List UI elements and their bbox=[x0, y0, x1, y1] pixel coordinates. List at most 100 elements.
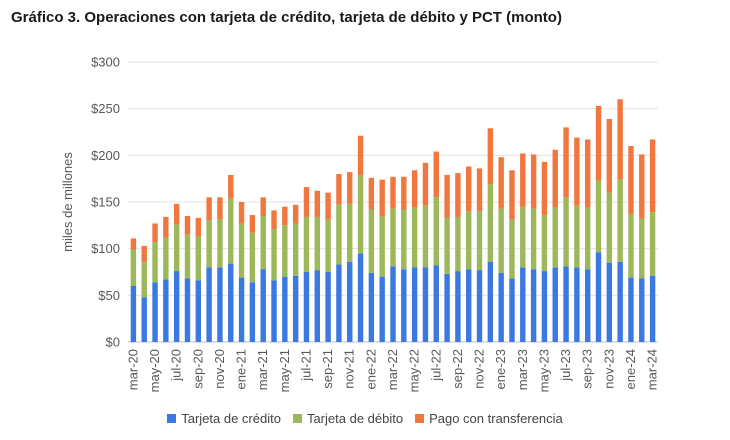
bar-debito bbox=[303, 216, 310, 272]
bar-debito bbox=[163, 237, 169, 280]
legend-swatch-debito bbox=[292, 414, 302, 423]
bar-transferencia bbox=[541, 161, 548, 216]
bar-debito bbox=[520, 206, 526, 268]
bar-credito bbox=[487, 261, 494, 342]
bar-credito bbox=[303, 272, 310, 342]
bar-credito bbox=[455, 271, 461, 342]
legend-item-transferencia: Pago con transferencia bbox=[415, 411, 563, 426]
bar-debito bbox=[173, 224, 180, 272]
legend: Tarjeta de crédito Tarjeta de débito Pag… bbox=[0, 411, 730, 426]
bar-debito bbox=[141, 261, 147, 298]
x-tick-label: sep-22 bbox=[450, 349, 465, 389]
y-tick-label: $0 bbox=[106, 335, 120, 350]
x-tick-label: nov-21 bbox=[342, 349, 357, 389]
bar-debito bbox=[649, 212, 656, 276]
bar-debito bbox=[314, 216, 320, 271]
bar-credito bbox=[584, 269, 591, 342]
bar-debito bbox=[336, 204, 342, 265]
bar-debito bbox=[217, 219, 223, 268]
bar-debito bbox=[228, 198, 234, 264]
bar-transferencia bbox=[563, 127, 569, 198]
bar-debito bbox=[260, 216, 266, 270]
bar-transferencia bbox=[249, 215, 256, 233]
bar-transferencia bbox=[455, 173, 461, 217]
bar-debito bbox=[552, 207, 558, 268]
bar-credito bbox=[130, 286, 137, 342]
legend-item-credito: Tarjeta de crédito bbox=[167, 411, 281, 426]
bar-debito bbox=[509, 219, 515, 279]
bar-credito bbox=[314, 270, 320, 342]
bar-debito bbox=[292, 223, 299, 276]
bar-transferencia bbox=[184, 216, 191, 235]
bar-credito bbox=[173, 271, 180, 342]
bar-transferencia bbox=[238, 202, 245, 224]
bar-credito bbox=[617, 261, 623, 342]
bar-transferencia bbox=[195, 217, 202, 237]
bar-transferencia bbox=[639, 154, 645, 219]
bar-credito bbox=[347, 261, 353, 342]
bar-transferencia bbox=[390, 176, 396, 209]
bar-credito bbox=[325, 272, 331, 342]
bar-transferencia bbox=[444, 174, 450, 218]
bar-credito bbox=[476, 270, 483, 342]
bar-credito bbox=[249, 282, 256, 342]
bar-transferencia bbox=[422, 162, 429, 206]
bar-credito bbox=[639, 278, 645, 342]
bar-transferencia bbox=[325, 192, 331, 220]
x-tick-label: sep-20 bbox=[190, 349, 205, 389]
legend-swatch-transferencia bbox=[415, 414, 425, 423]
bar-debito bbox=[282, 225, 288, 277]
bar-debito bbox=[325, 219, 331, 272]
bar-debito bbox=[639, 218, 645, 279]
legend-label-debito: Tarjeta de débito bbox=[306, 411, 404, 426]
bar-credito bbox=[595, 252, 602, 342]
bar-credito bbox=[574, 267, 580, 342]
bar-transferencia bbox=[173, 203, 180, 225]
bar-debito bbox=[563, 197, 569, 267]
bar-debito bbox=[390, 208, 396, 267]
bar-debito bbox=[184, 234, 191, 279]
bar-debito bbox=[401, 209, 407, 270]
bar-transferencia bbox=[649, 139, 656, 213]
legend-item-debito: Tarjeta de débito bbox=[292, 411, 404, 426]
x-tick-label: may-20 bbox=[147, 349, 162, 392]
bar-credito bbox=[649, 275, 656, 342]
x-tick-label: sep-21 bbox=[320, 349, 335, 389]
x-tick-label: ene-22 bbox=[363, 349, 378, 389]
bar-credito bbox=[422, 267, 429, 342]
x-tick-label: may-22 bbox=[407, 349, 422, 392]
bar-credito bbox=[368, 272, 375, 342]
bar-credito bbox=[184, 278, 191, 342]
bar-debito bbox=[357, 174, 364, 254]
bar-credito bbox=[282, 276, 288, 342]
bar-transferencia bbox=[411, 170, 418, 208]
bar-transferencia bbox=[520, 153, 526, 207]
bar-debito bbox=[271, 229, 277, 281]
bar-credito bbox=[195, 280, 202, 342]
x-tick-label: nov-22 bbox=[472, 349, 487, 389]
x-tick-label: jul-21 bbox=[298, 349, 313, 382]
bar-credito bbox=[552, 267, 558, 342]
chart-title: Gráfico 3. Operaciones con tarjeta de cr… bbox=[11, 9, 562, 26]
bar-transferencia bbox=[509, 170, 515, 220]
bar-transferencia bbox=[303, 187, 310, 217]
x-tick-label: sep-23 bbox=[580, 349, 595, 389]
bar-transferencia bbox=[130, 238, 137, 250]
bar-credito bbox=[379, 276, 385, 342]
x-tick-label: ene-24 bbox=[623, 349, 638, 389]
bar-credito bbox=[260, 269, 266, 342]
bar-debito bbox=[466, 211, 472, 270]
bar-debito bbox=[130, 249, 137, 286]
bar-debito bbox=[444, 217, 450, 274]
bar-transferencia bbox=[379, 179, 385, 216]
bar-credito bbox=[433, 265, 439, 342]
bar-debito bbox=[206, 220, 212, 268]
bar-transferencia bbox=[163, 216, 169, 238]
x-tick-label: ene-23 bbox=[493, 349, 508, 389]
bar-credito bbox=[541, 271, 548, 342]
bar-debito bbox=[541, 215, 548, 272]
x-tick-label: mar-20 bbox=[125, 349, 140, 390]
bar-debito bbox=[195, 236, 202, 281]
x-tick-label: nov-23 bbox=[601, 349, 616, 389]
bar-debito bbox=[455, 216, 461, 272]
